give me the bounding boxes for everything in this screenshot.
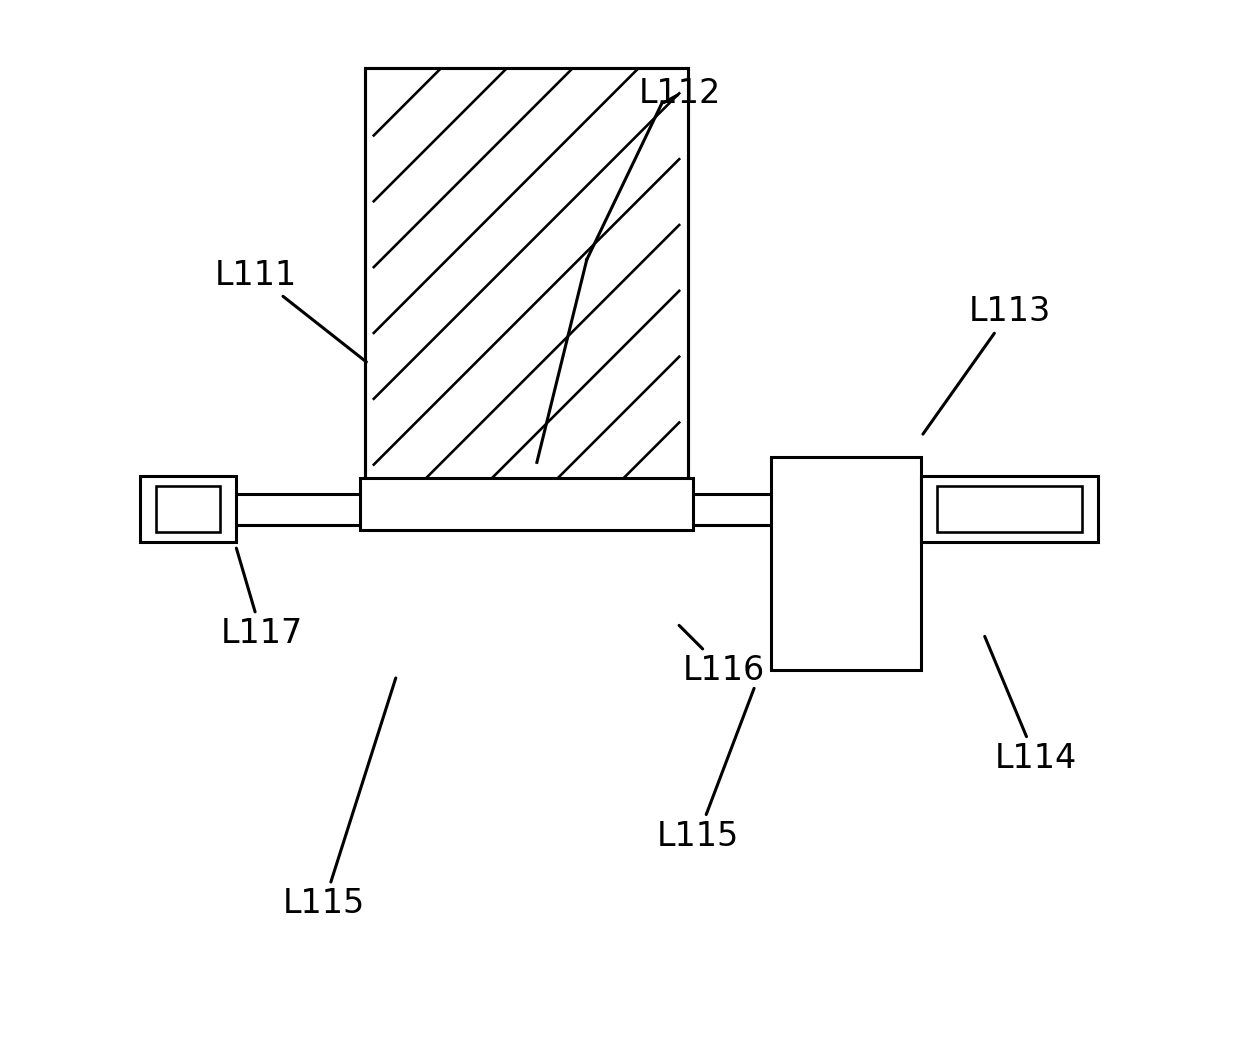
Text: L111: L111 <box>216 259 366 362</box>
Text: L117: L117 <box>221 549 303 650</box>
Text: L114: L114 <box>985 636 1076 775</box>
Bar <box>155 486 219 532</box>
Bar <box>140 476 236 542</box>
Text: L116: L116 <box>680 625 765 687</box>
Text: L115: L115 <box>283 678 396 921</box>
Text: L112: L112 <box>639 77 722 110</box>
Bar <box>366 68 687 494</box>
Text: L113: L113 <box>923 295 1050 434</box>
Bar <box>361 478 693 530</box>
Bar <box>921 476 1097 542</box>
Bar <box>770 457 921 670</box>
Text: L115: L115 <box>657 689 754 853</box>
Bar <box>366 68 687 494</box>
Bar <box>937 486 1083 532</box>
